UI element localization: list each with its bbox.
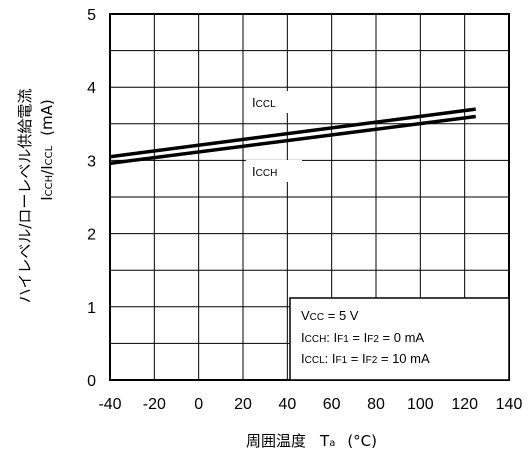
- series-label-bg-iccl: [246, 91, 302, 113]
- y-tick-label: 4: [87, 80, 96, 97]
- series-group: [109, 107, 476, 166]
- x-tick-label: 100: [407, 396, 434, 413]
- y-tick-labels: 0 1 2 3 4 5: [87, 7, 96, 390]
- y-tick-label: 5: [87, 7, 96, 24]
- x-tick-label: -40: [98, 396, 121, 413]
- y-tick-label: 1: [87, 300, 96, 317]
- legend-line-vcc: VCC = 5 V: [301, 308, 359, 323]
- x-tick-label: 40: [278, 396, 296, 413]
- y-axis-title-line1: ハイレベル/ローレベル供給電流: [16, 89, 34, 304]
- grid: [110, 14, 509, 380]
- y-tick-label: 0: [87, 373, 96, 390]
- x-axis-title: 周囲温度 Ta (°C): [246, 432, 377, 450]
- legend-line-iccl: ICCL: IF1 = IF2 = 10 mA: [301, 351, 430, 366]
- x-tick-labels: -40 -20 0 20 40 60 80 100 120 140: [98, 396, 522, 413]
- series-line-ccl: [109, 107, 476, 159]
- y-tick-label: 2: [87, 227, 96, 244]
- series-label-icch: ICCH: [252, 164, 277, 179]
- series-label-iccl: ICCL: [252, 95, 276, 110]
- y-tick-label: 3: [87, 153, 96, 170]
- x-tick-label: 80: [367, 396, 385, 413]
- x-tick-label: 140: [496, 396, 523, 413]
- x-tick-label: -20: [143, 396, 166, 413]
- y-axis-title-line2: ICCH/ICCL(mA): [38, 99, 56, 201]
- series-label-bg-icch: [246, 160, 302, 182]
- series-line-cch: [109, 114, 476, 166]
- x-tick-label: 60: [323, 396, 341, 413]
- legend-line-icch: ICCH: IF1 = IF2 = 0 mA: [301, 330, 424, 345]
- x-tick-label: 20: [234, 396, 252, 413]
- x-tick-label: 0: [194, 396, 203, 413]
- x-tick-label: 120: [451, 396, 478, 413]
- legend-box: [289, 297, 510, 381]
